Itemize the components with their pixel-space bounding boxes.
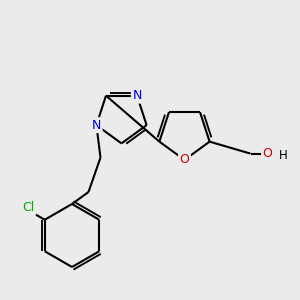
Text: O: O [263, 147, 272, 160]
Text: O: O [180, 153, 189, 167]
Text: N: N [132, 89, 142, 102]
Text: H: H [279, 148, 287, 162]
Text: N: N [92, 119, 101, 132]
Text: Cl: Cl [23, 201, 35, 214]
